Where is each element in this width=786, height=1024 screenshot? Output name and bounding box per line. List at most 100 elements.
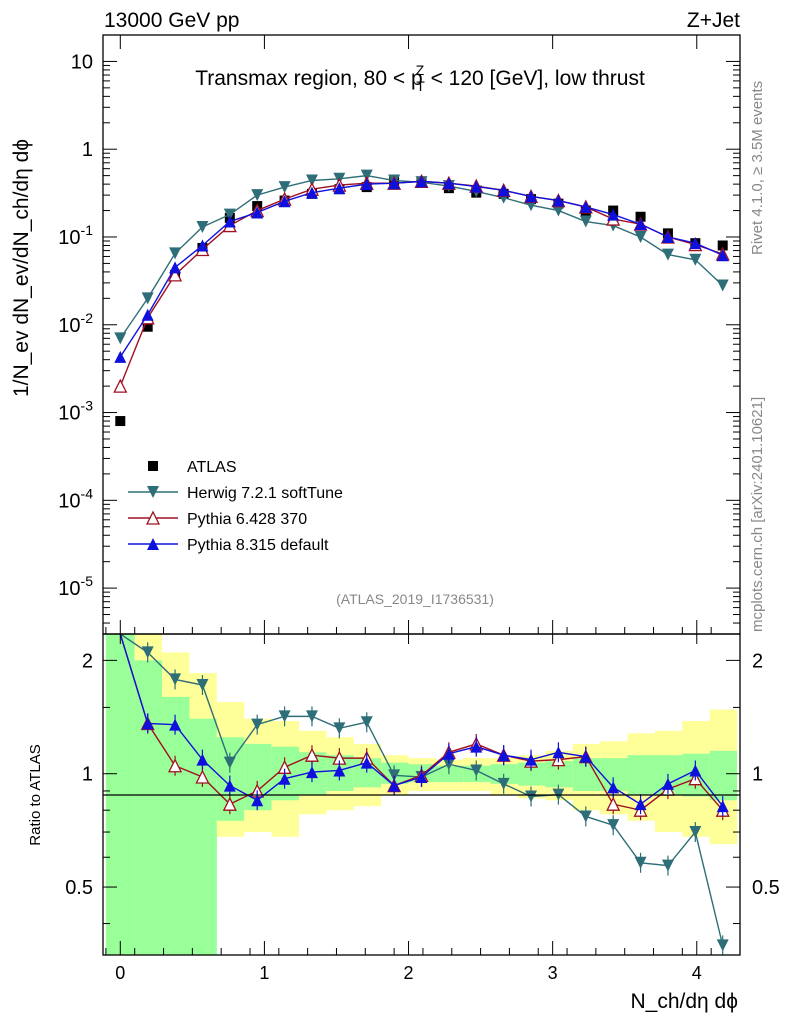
ratio-point [196,679,209,692]
ratio-point [470,764,483,777]
data-point [552,194,565,207]
ratio-point [196,753,209,766]
ratio-point [388,769,401,782]
ratio-point [716,800,729,813]
band-inner [518,762,546,786]
y-tick-base: 10 [58,315,80,337]
data-point [251,206,264,219]
data-point [168,267,183,282]
x-tick-label: 3 [548,963,558,983]
ratio-point [333,764,346,777]
ratio-point [223,779,236,792]
data-point [634,218,647,231]
legend-marker [145,510,161,525]
data-point [115,416,126,427]
side-label-bottom: mcplots.cern.ch [arXiv:2401.10621] [749,397,766,632]
legend-marker [147,538,159,550]
data-point [333,182,346,195]
x-tick-label: 4 [692,963,702,983]
ratio-point [169,718,182,731]
plot-title: Transmax region, 80 < pZ T < 120 [GeV], l… [195,62,645,94]
ratio-point [442,758,455,771]
plot-title-rest: < 120 [GeV], low thrust [425,67,645,90]
ratio-point [141,646,154,659]
legend-label: ATLAS [187,459,237,476]
band-inner [134,660,163,955]
band-inner [162,696,190,955]
ratio-point [442,747,455,760]
data-point [114,350,127,363]
data-point [415,175,428,188]
data-point [223,215,236,228]
data-point [470,180,483,193]
y-tick-exponent: -3 [81,398,94,414]
series-line [119,174,724,339]
main-series-layer [113,169,730,427]
ratio-point [606,796,621,811]
legend-label: Herwig 7.2.1 softTune [187,485,343,502]
plot-title-main: Transmax region, 80 < p [195,67,422,90]
data-point [661,230,674,243]
x-tick-label: 1 [259,963,269,983]
ratio-point [470,740,483,753]
ratio-point [716,939,729,952]
data-point [716,249,729,262]
ratio-point [141,717,154,730]
data-point [579,200,592,213]
data-point [278,195,291,208]
ratio-tick-label: 1 [82,764,93,786]
y-tick-label: 10-3 [58,398,93,425]
y-tick-label: 10-1 [58,222,93,249]
data-point [169,247,182,260]
ratio-point [579,810,592,823]
data-point [497,184,510,197]
ratio-series-layer [119,633,730,956]
ratio-point [661,859,674,872]
y-tick-exponent: -2 [81,310,94,326]
ratio-point [607,819,620,832]
plot-title-sub: T [416,78,425,94]
ratio-point [169,673,182,686]
band-inner [435,765,464,783]
ratio-point [360,756,373,769]
x-tick-label: 0 [115,963,125,983]
ratio-tick-label-right: 1 [752,764,763,786]
data-point [305,186,318,199]
data-point [113,378,128,393]
data-point [142,321,153,332]
data-point [689,253,702,266]
y-tick-base: 10 [58,578,80,600]
y-tick-base: 10 [58,227,80,249]
y-axis-title: 1/N_ev dN_ev/dN_ch/dη dϕ [10,139,33,397]
side-label-top: Rivet 4.1.0, ≥ 3.5M events [749,81,766,255]
data-point [661,248,674,261]
band-inner [490,764,519,784]
data-point [689,237,702,250]
data-point [525,190,538,203]
y-tick-exponent: -1 [81,222,94,238]
legend: ATLAS Herwig 7.2.1 softTune Pythia 6.428 3… [128,459,343,554]
ratio-point [388,779,401,792]
data-point [716,279,729,292]
y-tick-exponent: -4 [81,485,94,501]
data-point [634,230,647,243]
band-inner [189,718,217,955]
legend-marker [147,486,159,498]
ratio-point [333,722,346,735]
ratio-point [168,758,183,773]
data-point [579,215,592,228]
data-point [114,332,127,345]
data-point [360,178,373,191]
data-point [305,174,318,187]
legend-label: Pythia 8.315 default [187,537,329,554]
data-point [552,204,565,217]
series-line [119,180,723,358]
ratio-point [525,790,538,803]
x-axis-title: N_ch/dη dϕ [631,990,739,1013]
y-tick-label: 10-5 [58,573,93,600]
ratio-tick-label: 0.5 [65,877,93,899]
ratio-point [634,798,647,811]
ratio-point [552,746,565,759]
data-point [223,208,236,221]
